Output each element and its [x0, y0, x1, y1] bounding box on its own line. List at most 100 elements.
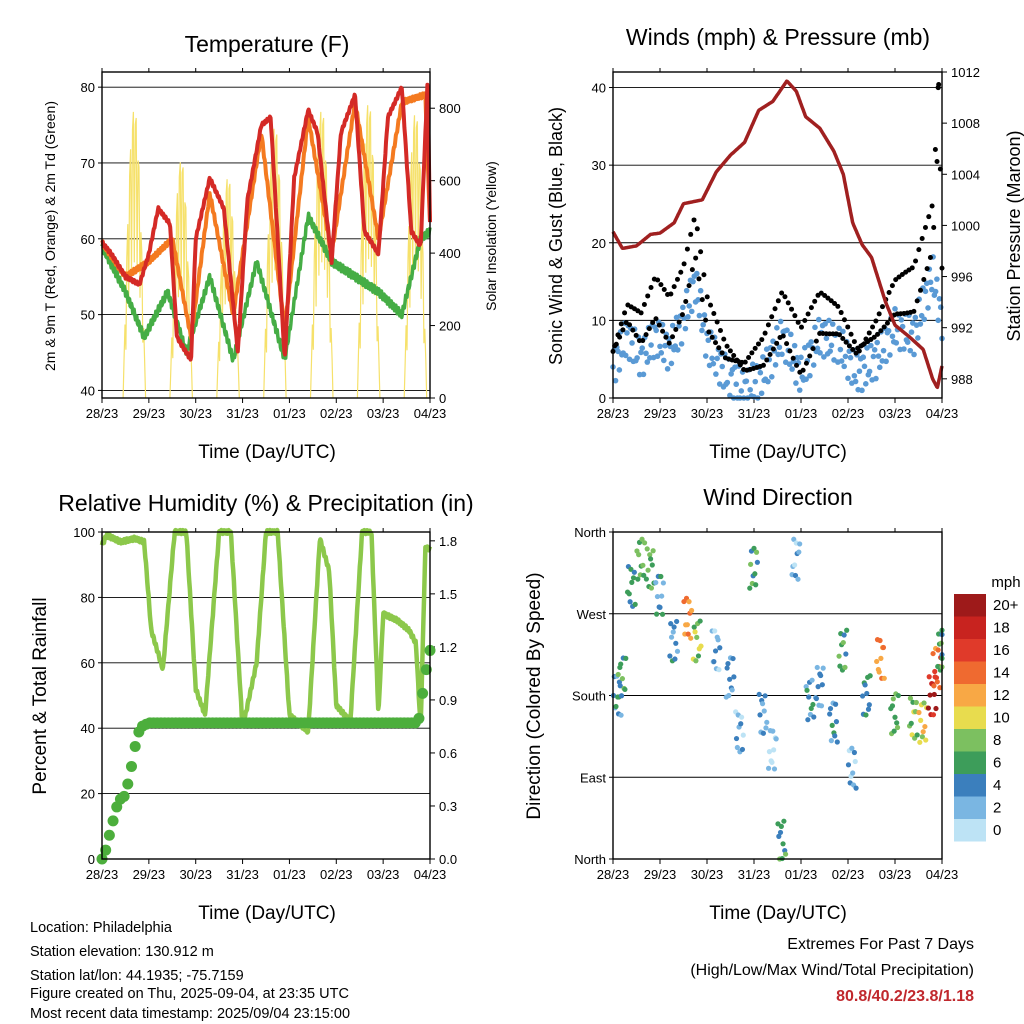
sonic-wind-point	[935, 317, 941, 324]
gust-point	[660, 328, 666, 334]
legend-swatch	[954, 594, 986, 617]
direction-ytick-label: South	[572, 689, 606, 704]
gust-point	[767, 352, 773, 358]
direction-point	[739, 746, 746, 753]
sonic-wind-point	[862, 381, 869, 387]
direction-point	[622, 686, 628, 693]
sonic-wind-point	[917, 321, 924, 327]
direction-xtick-label: 01/23	[785, 867, 818, 882]
legend-label: 16	[993, 642, 1010, 659]
gust-point	[658, 282, 664, 288]
gust-point	[924, 266, 930, 272]
gust-point	[673, 327, 679, 333]
direction-point	[769, 759, 775, 765]
winds-ytick-label: 20	[592, 236, 606, 251]
direction-point	[617, 683, 623, 689]
direction-ylabel-left: Direction (Colored By Speed)	[524, 572, 545, 819]
sonic-wind-point	[808, 339, 814, 345]
gust-point	[802, 317, 808, 323]
sonic-wind-point	[639, 345, 646, 351]
gust-point	[646, 326, 652, 332]
direction-point	[818, 672, 824, 679]
direction-point	[726, 692, 732, 699]
humidity-y2tick-label: 0.9	[439, 693, 457, 708]
direction-point	[880, 644, 887, 651]
gust-point	[650, 319, 656, 325]
sonic-wind-point	[612, 377, 619, 384]
sonic-wind-point	[760, 354, 766, 360]
direction-point	[659, 611, 666, 617]
direction-point	[853, 785, 859, 791]
direction-point	[922, 723, 928, 730]
gust-point	[784, 341, 790, 347]
humidity-xlabel: Time (Day/UTC)	[198, 903, 336, 924]
sonic-wind-point	[648, 342, 654, 348]
direction-point	[864, 690, 870, 697]
gust-point	[881, 324, 887, 330]
direction-point	[650, 548, 656, 554]
sonic-wind-point	[629, 340, 635, 346]
sonic-wind-point	[705, 337, 712, 344]
rainfall-point	[103, 829, 115, 841]
gust-point	[926, 214, 932, 220]
direction-point	[659, 593, 665, 599]
direction-ytick-label: North	[574, 525, 606, 540]
sonic-wind-point	[915, 335, 921, 341]
sonic-wind-point	[697, 287, 704, 294]
gust-point	[746, 354, 752, 360]
sonic-wind-point	[784, 327, 790, 333]
direction-point	[845, 762, 852, 768]
gust-point	[717, 328, 723, 334]
sonic-wind-point	[774, 325, 780, 331]
sonic-wind-point	[885, 328, 892, 334]
station-pressure-line	[611, 79, 944, 390]
gust-point	[648, 284, 654, 290]
gust-point	[711, 311, 717, 317]
sonic-wind-point	[873, 375, 879, 382]
direction-point	[619, 676, 626, 682]
humidity-ytick-label: 20	[81, 787, 95, 802]
temperature-xtick-label: 04/23	[414, 406, 447, 421]
sonic-wind-point	[889, 333, 896, 340]
sonic-wind-point	[653, 327, 659, 334]
direction-point	[829, 722, 835, 728]
direction-point	[763, 725, 769, 731]
gust-point	[913, 258, 919, 264]
direction-ytick-label: North	[574, 852, 606, 867]
direction-point	[933, 705, 939, 712]
direction-point	[724, 665, 730, 671]
gust-point	[698, 249, 704, 255]
gust-point	[708, 302, 714, 308]
direction-point	[840, 639, 846, 646]
direction-point	[914, 732, 920, 738]
rainfall-point	[122, 778, 134, 790]
direction-point	[733, 735, 740, 742]
direction-point	[685, 631, 691, 637]
sonic-wind-point	[874, 339, 881, 346]
direction-point	[796, 549, 802, 555]
direction-point	[863, 712, 869, 718]
winds-ytick-label: 40	[592, 81, 606, 96]
gust-point	[841, 317, 847, 323]
direction-point	[770, 728, 776, 734]
gust-point	[709, 334, 715, 340]
sonic-wind-point	[779, 351, 785, 358]
humidity-y2tick-label: 1.8	[439, 534, 457, 549]
sonic-wind-point	[860, 354, 867, 361]
direction-point	[761, 708, 767, 714]
sonic-wind-point	[664, 366, 671, 372]
gust-point	[807, 353, 813, 359]
sonic-wind-point	[638, 349, 644, 356]
sonic-wind-point	[852, 378, 859, 385]
direction-point	[754, 559, 760, 565]
direction-point	[932, 668, 938, 675]
gust-point	[889, 283, 895, 289]
gust-point	[691, 217, 697, 223]
sonic-wind-point	[821, 354, 827, 360]
legend-label: 0	[993, 822, 1001, 839]
humidity-xtick-label: 02/23	[320, 867, 353, 882]
gust-point	[693, 255, 699, 261]
gust-point	[929, 203, 935, 209]
gust-point	[922, 225, 928, 231]
